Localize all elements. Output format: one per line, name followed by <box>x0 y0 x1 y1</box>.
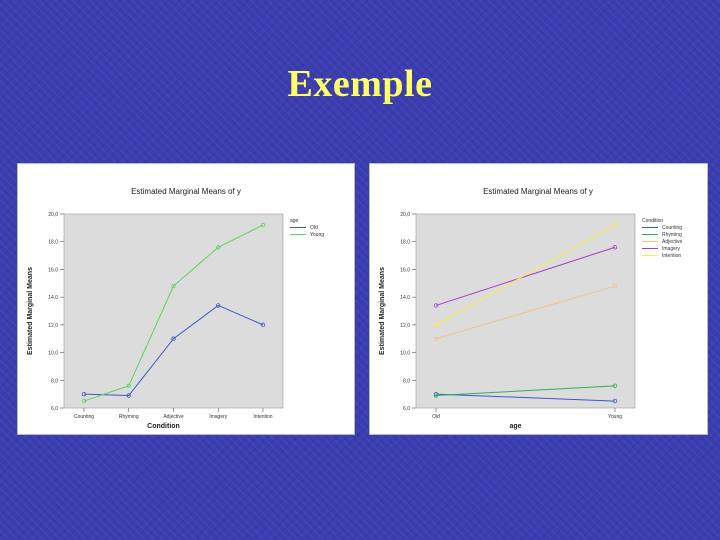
y-axis-label: Estimated Marginal Means <box>27 267 34 355</box>
y-tick-label: 6,0 <box>403 406 410 412</box>
data-point-young <box>126 383 131 389</box>
series-line-counting <box>435 393 616 402</box>
legend-title: Condition <box>642 218 663 224</box>
data-point-young <box>81 398 87 404</box>
data-point-counting <box>612 398 618 404</box>
legend-title: age <box>290 218 299 224</box>
series-line-adjective <box>435 285 616 340</box>
legend-label-intention: Intention <box>662 253 681 259</box>
chart-title: Estimated Marginal Means of y <box>483 187 593 196</box>
y-tick-label: 14,0 <box>400 295 410 301</box>
legend-label-rhyming: Rhyming <box>662 232 682 238</box>
plot-area <box>415 213 636 409</box>
y-tick-label: 18,0 <box>48 240 58 246</box>
slide-title: Exemple <box>287 63 433 105</box>
x-tick-label: Counting <box>74 414 94 420</box>
x-tick-label: Intention <box>253 414 272 420</box>
y-tick-label: 14,0 <box>48 295 58 301</box>
legend-label-old: Old <box>310 225 318 231</box>
data-point-young <box>171 283 176 289</box>
data-point-old <box>171 336 176 341</box>
y-tick-label: 20,0 <box>48 212 58 218</box>
y-axis-label: Estimated Marginal Means <box>379 267 386 355</box>
series-line-old <box>83 304 264 397</box>
y-tick-label: 8,0 <box>51 378 58 384</box>
data-point-imagery <box>433 303 439 308</box>
plot-area <box>63 213 284 409</box>
y-tick-label: 16,0 <box>400 267 410 273</box>
x-axis-label: Condition <box>147 423 180 430</box>
y-tick-label: 10,0 <box>48 351 58 357</box>
y-tick-label: 12,0 <box>48 323 58 329</box>
x-tick-label: Old <box>432 414 440 420</box>
data-point-young <box>216 245 221 250</box>
y-tick-label: 6,0 <box>51 406 58 412</box>
series-line-intention <box>435 224 616 326</box>
chart-age-by-condition: Estimated Marginal Means of y 6,0 8,0 10,0 1… <box>379 187 683 430</box>
chart-condition-by-age: Estimated Marginal Means of y 6,0 8,0 10,0 1… <box>27 187 324 430</box>
x-tick-label: Rhyming <box>119 414 139 420</box>
y-tick-label: 12,0 <box>400 323 410 329</box>
series-line-rhyming <box>435 385 616 397</box>
legend-label-counting: Counting <box>662 225 682 231</box>
y-tick-label: 16,0 <box>48 267 58 273</box>
data-point-intention <box>612 222 618 228</box>
data-point-young <box>260 222 266 228</box>
y-tick-label: 8,0 <box>403 378 410 384</box>
data-point-adjective <box>433 336 439 341</box>
data-point-old <box>216 303 221 308</box>
y-tick-label: 20,0 <box>400 212 410 218</box>
legend-label-adjective: Adjective <box>662 239 683 245</box>
data-point-old <box>126 393 131 398</box>
data-point-rhyming <box>433 393 439 398</box>
x-tick-label: Young <box>608 414 622 420</box>
y-tick-label: 10,0 <box>400 351 410 357</box>
chart-title: Estimated Marginal Means of y <box>131 187 241 196</box>
data-point-rhyming <box>612 383 618 389</box>
legend-label-imagery: Imagery <box>662 246 681 252</box>
series-line-imagery <box>435 246 616 306</box>
chart-panel-condition: Estimated Marginal Means of y 6,0 8,0 10,0 1… <box>17 163 355 435</box>
data-point-adjective <box>612 283 618 289</box>
data-point-counting <box>433 391 439 397</box>
y-tick-label: 18,0 <box>400 240 410 246</box>
x-tick-label: Adjective <box>163 414 184 420</box>
chart-panel-age: Estimated Marginal Means of y 6,0 8,0 10,0 1… <box>369 163 708 435</box>
data-point-old <box>260 322 266 328</box>
data-point-imagery <box>612 245 618 250</box>
legend-label-young: Young <box>310 232 324 238</box>
series-line-young <box>83 224 264 402</box>
x-axis-label: age <box>509 423 521 430</box>
data-point-intention <box>433 322 439 328</box>
x-tick-label: Imagery <box>209 414 228 420</box>
data-point-old <box>81 391 87 397</box>
